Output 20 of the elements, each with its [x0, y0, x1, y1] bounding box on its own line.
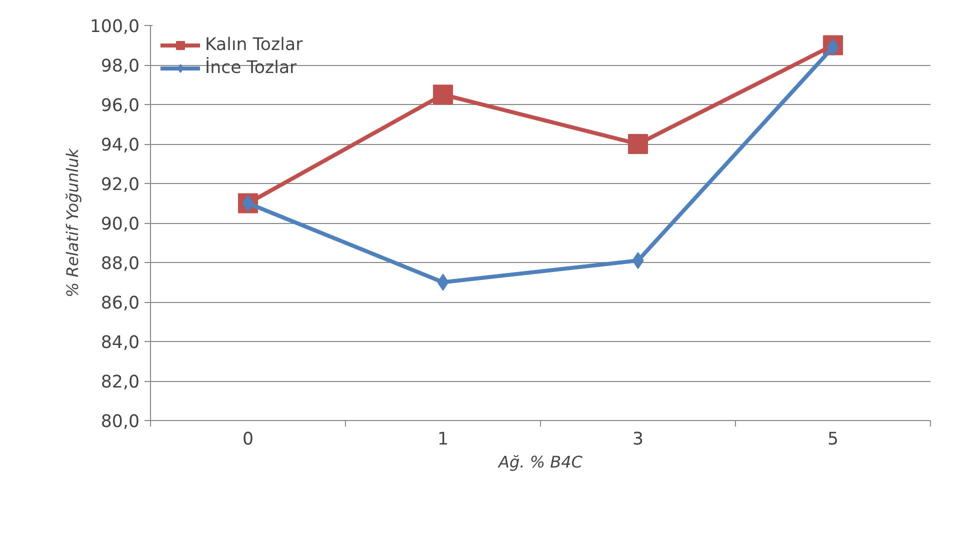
x-tick-label: 0: [242, 430, 254, 450]
y-tick-label: 84,0: [100, 333, 140, 353]
y-tick-label: 88,0: [100, 254, 140, 274]
y-tick-label: 96,0: [100, 96, 140, 116]
x-tick-label: 5: [827, 430, 839, 450]
point: [628, 134, 648, 154]
y-tick-label: 90,0: [100, 214, 140, 234]
x-tick-label: 3: [632, 430, 644, 450]
y-axis-title: % Relatif Yoğunluk: [62, 148, 82, 298]
legend-label: Kalın Tozlar: [205, 35, 303, 55]
y-tick-label: 94,0: [100, 136, 140, 156]
y-tick-label: 92,0: [100, 175, 140, 195]
y-tick-label: 82,0: [100, 372, 140, 392]
y-tick-label: 98,0: [100, 56, 140, 76]
x-axis-title: Ağ. % B4C: [498, 452, 584, 472]
y-tick-label: 80,0: [100, 412, 140, 432]
point: [433, 84, 453, 105]
x-tick-label: 1: [437, 430, 449, 450]
y-tick-label: 100,0: [90, 17, 140, 37]
y-tick-label: 86,0: [100, 294, 140, 314]
